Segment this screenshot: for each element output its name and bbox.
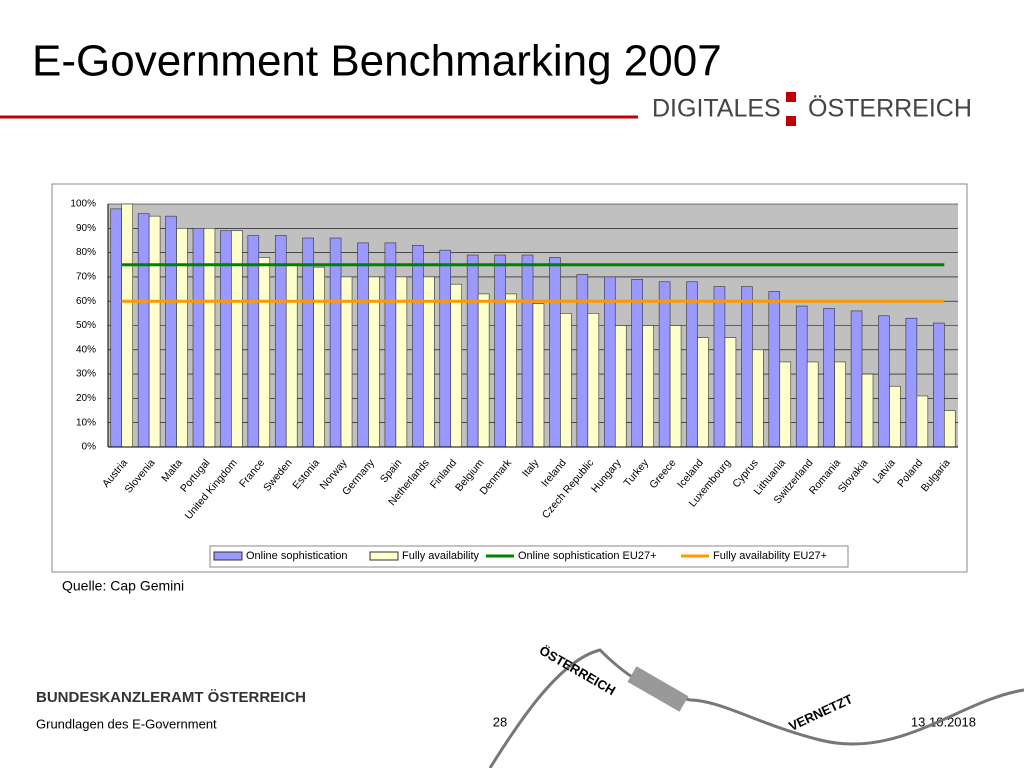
legend-swatch — [369, 551, 399, 561]
bar — [658, 281, 671, 448]
bar — [384, 242, 397, 448]
bar — [439, 249, 452, 448]
logo-text: ÖSTERREICH — [808, 95, 972, 123]
legend-label: Online sophistication — [246, 550, 348, 562]
y-tick-label: 100% — [70, 199, 96, 210]
bar — [505, 293, 517, 448]
bar — [560, 313, 572, 448]
bar — [768, 291, 781, 448]
cable-text: ÖSTERREICH — [537, 643, 618, 699]
bar — [686, 281, 698, 448]
bar — [916, 395, 929, 448]
bar — [137, 213, 150, 448]
bar — [889, 385, 901, 448]
bar — [121, 203, 133, 448]
bar — [669, 325, 682, 448]
y-tick-label: 30% — [76, 369, 96, 380]
y-tick-label: 40% — [76, 344, 96, 355]
ministry: BUNDESKANZLERAMT ÖSTERREICH — [36, 689, 306, 706]
bar — [357, 242, 369, 448]
bar — [302, 237, 314, 448]
y-tick-label: 90% — [76, 223, 96, 234]
bar — [165, 215, 177, 448]
bar — [274, 235, 287, 448]
bar — [779, 361, 792, 448]
y-tick-label: 60% — [76, 296, 96, 307]
cable — [689, 688, 1024, 746]
footer-left: Grundlagen des E-Government — [36, 716, 217, 731]
bar — [176, 228, 188, 448]
bar — [412, 245, 424, 448]
source: Quelle: Cap Gemini — [62, 578, 184, 594]
bar — [587, 313, 600, 448]
bar — [713, 286, 726, 448]
legend-box — [209, 545, 849, 568]
bar — [697, 337, 709, 448]
bar — [148, 215, 161, 448]
bar — [823, 308, 835, 448]
bar — [806, 361, 819, 448]
bar — [905, 317, 918, 448]
bar — [258, 257, 271, 448]
bar — [795, 305, 808, 448]
usb-plug — [627, 666, 689, 712]
page-number: 28 — [493, 714, 507, 729]
bar — [933, 322, 945, 448]
bar — [532, 303, 545, 448]
bar — [642, 325, 654, 448]
bar — [313, 266, 325, 448]
y-tick-label: 70% — [76, 272, 96, 283]
bar — [724, 337, 737, 448]
bar — [834, 361, 846, 448]
y-tick-label: 80% — [76, 247, 96, 258]
bar — [494, 254, 506, 448]
cable-text: VERNETZT — [786, 691, 855, 734]
bar — [247, 235, 260, 448]
date: 13.10.2018 — [911, 714, 976, 729]
legend-label: Fully availability EU27+ — [713, 550, 827, 562]
legend-swatch — [213, 551, 243, 561]
y-tick-label: 0% — [82, 442, 97, 453]
bar — [850, 310, 863, 448]
bar — [329, 237, 342, 448]
bar — [450, 283, 463, 448]
cable — [488, 648, 691, 768]
bar — [477, 293, 490, 448]
bar — [861, 373, 874, 448]
bar — [231, 230, 243, 448]
bar — [203, 228, 216, 448]
y-tick-label: 50% — [76, 320, 96, 331]
bar — [521, 254, 534, 448]
logo-dot — [786, 92, 796, 102]
bar — [752, 349, 764, 448]
logo-text: DIGITALES — [652, 95, 781, 123]
y-tick-label: 20% — [76, 393, 96, 404]
legend-label: Fully availability — [402, 550, 480, 562]
bar — [741, 286, 753, 448]
bar — [192, 228, 205, 448]
bar — [220, 230, 232, 448]
legend-label: Online sophistication EU27+ — [518, 550, 657, 562]
bar — [943, 410, 956, 448]
bar — [110, 208, 123, 448]
y-tick-label: 10% — [76, 417, 96, 428]
bar — [549, 257, 561, 448]
bar — [878, 315, 890, 448]
bar — [466, 254, 479, 448]
logo-dot — [786, 116, 796, 126]
bar — [614, 325, 627, 448]
bar — [631, 279, 643, 448]
slide-title: E-Government Benchmarking 2007 — [32, 37, 722, 86]
bar — [285, 264, 298, 448]
